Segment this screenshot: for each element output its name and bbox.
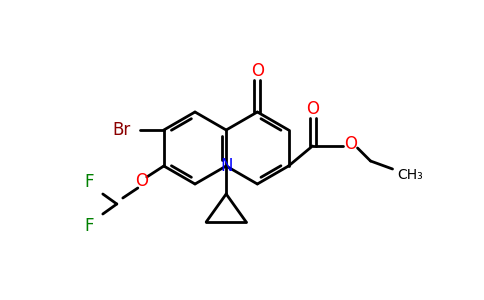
Text: O: O	[136, 172, 148, 190]
Text: F: F	[84, 217, 93, 235]
Text: N: N	[220, 157, 232, 175]
Text: O: O	[306, 100, 319, 118]
Text: CH₃: CH₃	[398, 168, 424, 182]
Text: Br: Br	[113, 121, 131, 139]
Text: F: F	[84, 173, 93, 191]
Text: O: O	[251, 62, 264, 80]
Text: O: O	[344, 135, 357, 153]
